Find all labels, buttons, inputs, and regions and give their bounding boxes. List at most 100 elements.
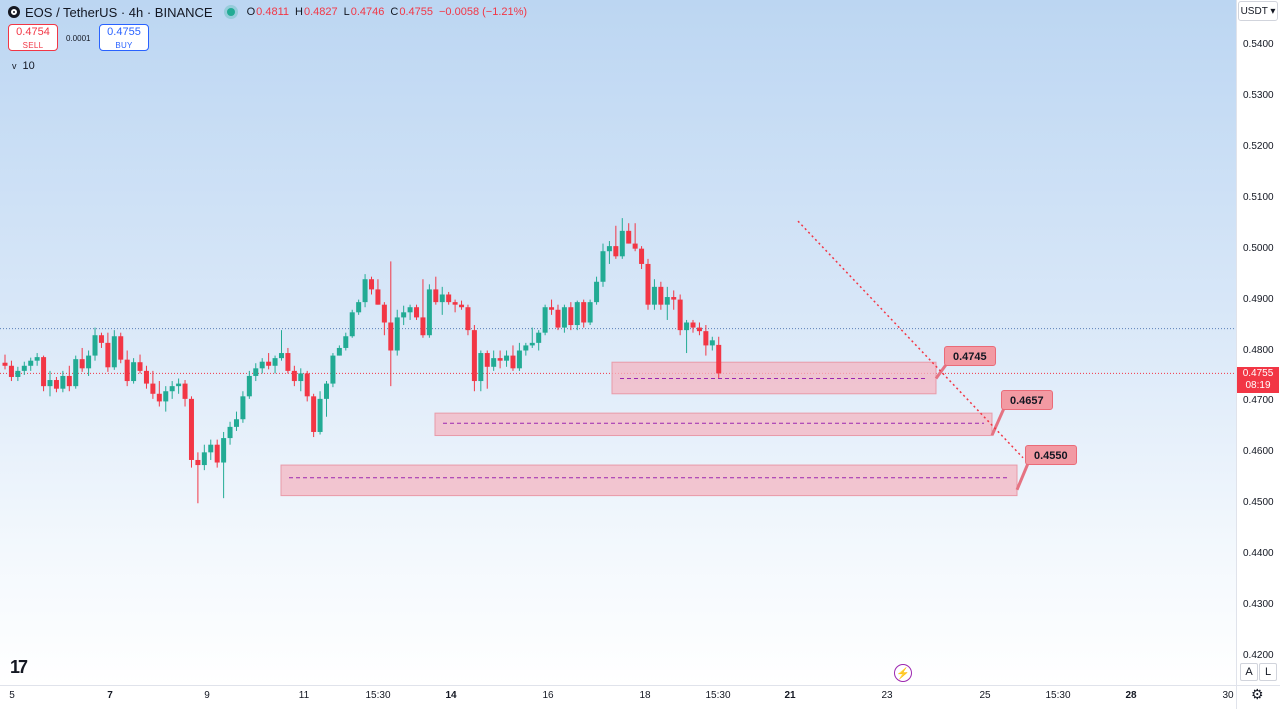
candle-down: [311, 396, 317, 432]
candle-up: [92, 335, 98, 356]
level-price-label[interactable]: 0.4657: [1001, 390, 1053, 410]
candle-down: [581, 302, 587, 323]
time-tick-label: 7: [107, 690, 113, 701]
candle-down: [8, 365, 14, 377]
level-price-label[interactable]: 0.4550: [1025, 445, 1077, 465]
tradingview-logo[interactable]: 17: [10, 657, 28, 677]
currency-selector[interactable]: USDT ▾: [1238, 1, 1278, 21]
candle-down: [433, 289, 439, 303]
candle-down: [291, 370, 297, 382]
candle-up: [60, 375, 66, 389]
candle-down: [381, 304, 387, 323]
price-tick-label: 0.4500: [1243, 497, 1274, 509]
candle-down: [671, 297, 677, 300]
symbol-title[interactable]: EOS / TetherUS · 4h · BINANCE: [25, 4, 213, 20]
candle-down: [420, 317, 426, 336]
current-price-tag: 0.4755 08:19: [1237, 367, 1279, 393]
sell-button[interactable]: 0.4754 SELL: [8, 24, 58, 51]
candle-down: [626, 230, 632, 244]
log-scale-button[interactable]: L: [1259, 663, 1277, 681]
candle-down: [143, 370, 149, 384]
time-tick-label: 16: [542, 690, 554, 701]
candle-up: [651, 286, 657, 305]
auto-scale-button[interactable]: A: [1240, 663, 1258, 681]
candle-down: [465, 307, 471, 331]
candle-down: [124, 359, 130, 382]
bar-countdown: 08:19: [1245, 380, 1271, 391]
candle-down: [497, 358, 503, 361]
candle-down: [452, 302, 458, 305]
chevron-down-icon: v: [12, 61, 17, 71]
candle-down: [568, 307, 574, 326]
support-zone: [434, 412, 993, 437]
candle-up: [34, 357, 40, 361]
candle-up: [529, 342, 535, 346]
candle-up: [298, 373, 304, 382]
flash-icon[interactable]: ⚡: [894, 664, 912, 682]
candle-down: [182, 383, 188, 399]
candle-up: [394, 317, 400, 351]
candle-down: [98, 335, 104, 343]
time-tick-label: 23: [881, 690, 893, 701]
ohlc-value: −0.0058 (−1.21%): [439, 6, 528, 18]
sell-label: SELL: [22, 41, 44, 50]
time-tick-label: 14: [445, 690, 457, 701]
candle-up: [536, 332, 542, 343]
candle-down: [105, 342, 111, 368]
level-pointer: [1015, 460, 1031, 491]
candle-up: [15, 370, 21, 377]
candle-down: [79, 359, 85, 369]
candle-up: [349, 312, 355, 337]
candle-down: [613, 246, 619, 257]
ohlc-value: 0.4827: [303, 6, 338, 18]
time-tick-label: 25: [979, 690, 991, 701]
candle-down: [484, 353, 490, 367]
time-tick-label: 30: [1222, 690, 1234, 701]
time-tick-label: 21: [784, 690, 796, 701]
candle-up: [600, 251, 606, 282]
candle-down: [549, 307, 555, 310]
candle-down: [645, 263, 651, 305]
candle-up: [21, 365, 27, 371]
candle-up: [86, 355, 92, 369]
candle-up: [330, 355, 336, 384]
candle-up: [684, 322, 690, 331]
candle-down: [510, 355, 516, 369]
ohlc-key: L: [343, 6, 350, 18]
eos-symbol-icon: [8, 6, 20, 18]
price-tick-label: 0.4300: [1243, 599, 1274, 611]
candle-up: [606, 246, 612, 252]
buy-price: 0.4755: [107, 26, 141, 38]
candle-up: [439, 294, 445, 303]
time-tick-label: 9: [204, 690, 210, 701]
time-tick-label: 5: [9, 690, 15, 701]
candle-down: [266, 361, 272, 366]
candle-down: [118, 336, 124, 360]
candle-up: [169, 386, 175, 392]
indicators-toggle[interactable]: v 10: [12, 60, 35, 72]
candle-up: [523, 345, 529, 351]
settings-gear-icon[interactable]: ⚙: [1251, 686, 1264, 702]
candle-down: [471, 330, 477, 382]
candle-up: [73, 359, 79, 387]
price-tick-label: 0.5100: [1243, 191, 1274, 203]
candle-down: [716, 344, 722, 374]
candle-up: [201, 452, 207, 466]
support-zone: [280, 464, 1018, 497]
price-tick-label: 0.5200: [1243, 140, 1274, 152]
candle-up: [227, 426, 233, 439]
candle-down: [304, 373, 310, 397]
buy-button[interactable]: 0.4755 BUY: [99, 24, 149, 51]
candle-up: [478, 353, 484, 382]
price-tick-label: 0.4800: [1243, 344, 1274, 356]
chart-background: [0, 0, 1236, 685]
time-tick-label: 15:30: [365, 690, 391, 701]
level-price-label[interactable]: 0.4745: [944, 346, 996, 366]
ohlc-value: 0.4746: [350, 6, 385, 18]
candle-down: [66, 375, 72, 387]
candle-up: [246, 375, 252, 397]
candle-up: [176, 383, 182, 387]
candle-down: [150, 383, 156, 394]
time-tick-label: 15:30: [1045, 690, 1071, 701]
